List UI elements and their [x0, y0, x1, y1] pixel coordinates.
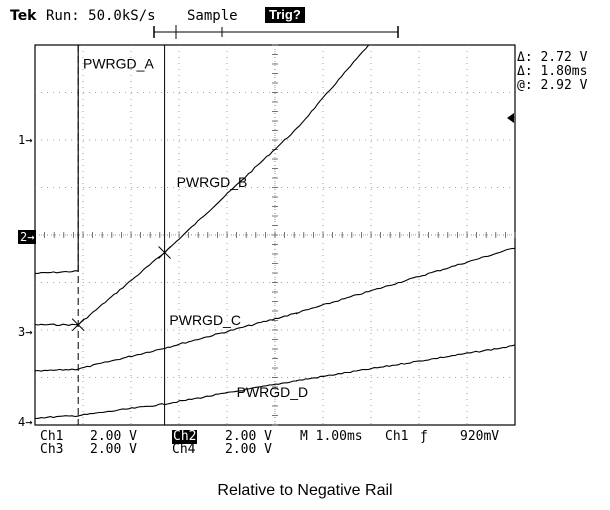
ch4-label: Ch4 — [172, 442, 196, 457]
label-pwrgd-d: PWRGD_D — [237, 384, 309, 400]
ch2-label: Ch2 — [172, 429, 198, 444]
trigger-source: Ch1 — [385, 429, 409, 444]
label-pwrgd-c: PWRGD_C — [169, 312, 241, 328]
figure-caption: Relative to Negative Rail — [217, 482, 393, 499]
trace-pwrgd-d — [35, 344, 516, 419]
trigger-status-badge: Trig? — [265, 7, 305, 23]
trigger-level-marker — [507, 113, 514, 123]
trace-pwrgd-b — [34, 44, 370, 327]
label-pwrgd-b: PWRGD_B — [177, 174, 248, 190]
trace-labels: PWRGD_A PWRGD_B PWRGD_C PWRGD_D — [83, 55, 308, 400]
cursor-delta-voltage: Δ: 2.72 V — [517, 50, 588, 65]
ch1-ground-marker: 1→ — [18, 133, 33, 147]
trigger-level: 920mV — [460, 429, 500, 444]
brand-label: Tek — [10, 8, 37, 24]
trigger-slope-icon: ƒ — [420, 429, 428, 444]
trace-pwrgd-c — [34, 247, 516, 372]
ch1-scale: 2.00 V — [90, 429, 137, 444]
ch4-scale: 2.00 V — [225, 442, 272, 457]
cursor-marker-1 — [71, 318, 85, 332]
cursor-lines — [71, 45, 171, 425]
record-bracket — [153, 25, 399, 39]
ch3-label: Ch3 — [40, 442, 64, 457]
ch3-scale: 2.00 V — [90, 442, 137, 457]
ch4-ground-marker: 4→ — [18, 415, 33, 429]
ch2-scale: 2.00 V — [225, 429, 272, 444]
label-pwrgd-a: PWRGD_A — [83, 55, 154, 71]
acquire-mode: Sample — [187, 8, 238, 24]
ch1-label: Ch1 — [40, 429, 64, 444]
run-status: Run: 50.0kS/s — [46, 8, 156, 24]
cursor-delta-time: Δ: 1.80ms — [517, 64, 588, 79]
graticule — [34, 44, 516, 426]
trace-pwrgd-a — [35, 45, 79, 274]
cursor-marker-2 — [158, 246, 171, 259]
ch2-ground-marker: 2→ — [18, 230, 37, 244]
waveforms — [34, 44, 516, 419]
ch3-ground-marker: 3→ — [18, 325, 33, 339]
timebase: M 1.00ms — [300, 429, 363, 444]
cursor-at-voltage: @: 2.92 V — [517, 78, 588, 93]
